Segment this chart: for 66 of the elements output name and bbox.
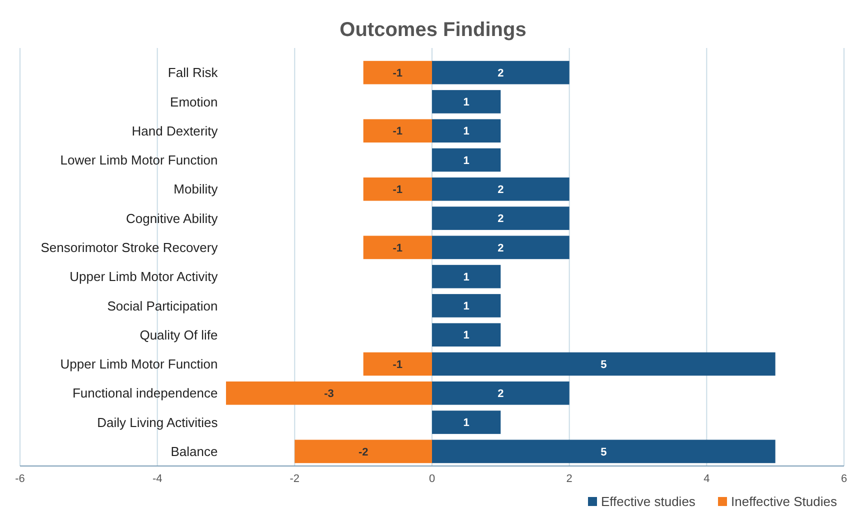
data-label: 5 bbox=[600, 358, 607, 371]
y-tick-label: Upper Limb Motor Function bbox=[60, 356, 218, 372]
data-label: -1 bbox=[392, 126, 403, 138]
x-tick-label: 0 bbox=[428, 473, 436, 485]
y-tick-label: Hand Dexterity bbox=[132, 123, 218, 138]
data-label: 2 bbox=[498, 388, 504, 400]
bar bbox=[432, 236, 570, 260]
bar bbox=[432, 90, 501, 114]
bar bbox=[363, 177, 432, 201]
x-tick-label: -6 bbox=[15, 473, 25, 485]
data-label: 2 bbox=[498, 184, 504, 196]
bar bbox=[432, 264, 501, 288]
bar bbox=[432, 410, 501, 434]
y-tick-label: Lower Limb Motor Function bbox=[60, 152, 218, 168]
bar bbox=[363, 119, 432, 143]
data-label: -1 bbox=[392, 67, 403, 80]
y-tick-label: Functional independence bbox=[72, 386, 218, 401]
y-tick-label: Daily Living Activities bbox=[97, 414, 218, 430]
data-label: 2 bbox=[498, 242, 504, 254]
legend-label: Effective studies bbox=[601, 494, 696, 509]
chart-title: Outcomes Findings bbox=[340, 19, 526, 41]
y-tick-label: Upper Limb Motor Activity bbox=[70, 269, 218, 284]
y-tick-label: Emotion bbox=[170, 94, 218, 110]
data-label: 1 bbox=[463, 271, 470, 284]
y-tick-label: Fall Risk bbox=[168, 65, 218, 80]
data-label: -1 bbox=[392, 358, 403, 371]
data-label: -1 bbox=[392, 184, 403, 196]
bar bbox=[432, 177, 570, 201]
x-tick-label: -2 bbox=[290, 473, 300, 485]
bar bbox=[432, 381, 570, 405]
bar bbox=[432, 323, 501, 347]
y-tick-label: Mobility bbox=[174, 182, 218, 197]
bar bbox=[363, 60, 432, 84]
legend-label: Ineffective Studies bbox=[731, 494, 838, 509]
bar bbox=[432, 60, 570, 84]
bar bbox=[432, 352, 776, 376]
data-label: -2 bbox=[358, 446, 368, 458]
y-tick-label: Quality Of life bbox=[140, 327, 218, 342]
data-label: 1 bbox=[463, 154, 470, 167]
bar bbox=[226, 381, 432, 405]
data-label: -3 bbox=[324, 388, 334, 400]
bar bbox=[432, 119, 501, 143]
data-label: 5 bbox=[600, 446, 607, 458]
y-tick-label: Social Participation bbox=[107, 298, 218, 314]
x-tick-label: 4 bbox=[704, 473, 710, 485]
bar bbox=[363, 352, 432, 376]
x-tick-label: 2 bbox=[566, 473, 572, 485]
data-label: 1 bbox=[463, 96, 470, 109]
data-label: 2 bbox=[498, 213, 504, 226]
bar bbox=[432, 440, 776, 464]
bar bbox=[294, 440, 432, 464]
y-tick-label: Balance bbox=[170, 444, 218, 459]
data-label: 1 bbox=[463, 417, 470, 430]
y-tick-label: Cognitive Ability bbox=[126, 210, 218, 226]
data-label: 1 bbox=[463, 300, 470, 313]
x-tick-label: 6 bbox=[840, 473, 848, 485]
data-label: 2 bbox=[498, 67, 504, 80]
bar bbox=[432, 206, 570, 230]
data-label: 1 bbox=[463, 330, 470, 342]
x-tick-label: -4 bbox=[152, 473, 162, 485]
bar bbox=[432, 294, 501, 318]
bar bbox=[363, 236, 432, 260]
data-label: -1 bbox=[392, 242, 403, 254]
y-tick-label: Sensorimotor Stroke Recovery bbox=[40, 240, 218, 255]
data-label: 1 bbox=[463, 126, 470, 138]
bar bbox=[432, 148, 501, 172]
